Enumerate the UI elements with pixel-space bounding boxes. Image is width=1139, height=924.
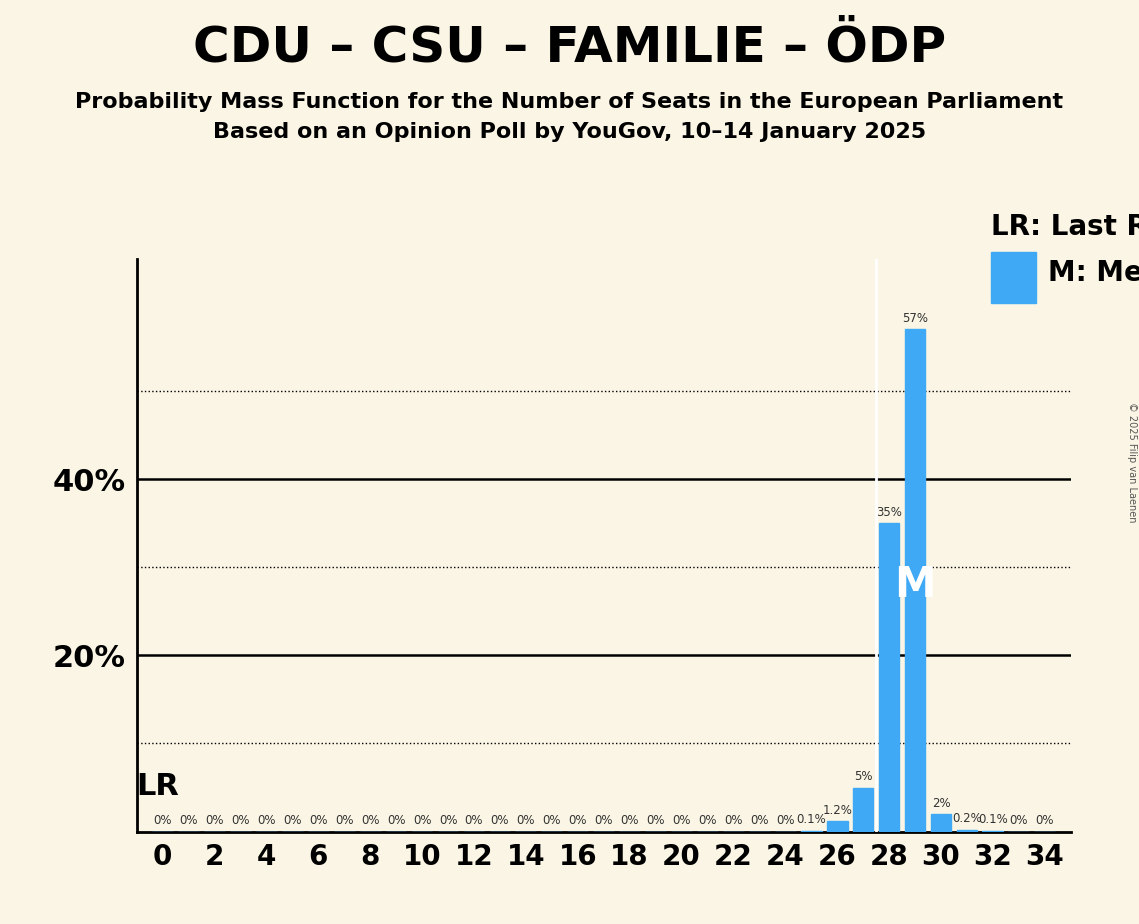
Text: 0%: 0% [387, 814, 405, 827]
Text: 0%: 0% [179, 814, 198, 827]
Text: Probability Mass Function for the Number of Seats in the European Parliament: Probability Mass Function for the Number… [75, 92, 1064, 113]
Text: 0%: 0% [465, 814, 483, 827]
Text: 0%: 0% [231, 814, 249, 827]
Text: 57%: 57% [902, 311, 928, 325]
Text: 0%: 0% [776, 814, 795, 827]
Text: 0%: 0% [205, 814, 223, 827]
Text: 0%: 0% [568, 814, 587, 827]
Bar [853, 787, 874, 832]
Text: 0%: 0% [621, 814, 639, 827]
Text: 0%: 0% [257, 814, 276, 827]
Text: 0.1%: 0.1% [796, 813, 826, 826]
Text: 0%: 0% [724, 814, 743, 827]
Text: 0%: 0% [646, 814, 665, 827]
Text: 0%: 0% [517, 814, 535, 827]
Text: © 2025 Filip van Laenen: © 2025 Filip van Laenen [1126, 402, 1137, 522]
Bar [931, 814, 951, 832]
Text: 0%: 0% [595, 814, 613, 827]
Text: 0%: 0% [542, 814, 562, 827]
Text: LR: Last Result: LR: Last Result [991, 213, 1139, 240]
Bar [904, 329, 925, 832]
Text: Based on an Opinion Poll by YouGov, 10–14 January 2025: Based on an Opinion Poll by YouGov, 10–1… [213, 122, 926, 142]
Bar [957, 830, 977, 832]
Text: 0%: 0% [698, 814, 716, 827]
Text: 5%: 5% [854, 770, 872, 784]
Bar [878, 523, 900, 832]
Text: 0%: 0% [412, 814, 432, 827]
Text: 0%: 0% [439, 814, 457, 827]
Text: M: Median: M: Median [1048, 259, 1139, 286]
Text: 0%: 0% [284, 814, 302, 827]
Text: 0%: 0% [751, 814, 769, 827]
Text: 0.2%: 0.2% [952, 812, 982, 825]
Text: 0%: 0% [1009, 814, 1029, 827]
Text: LR: LR [137, 772, 180, 801]
Text: 2%: 2% [932, 796, 950, 809]
Text: 0%: 0% [154, 814, 172, 827]
Text: 0%: 0% [309, 814, 328, 827]
Bar [827, 821, 847, 832]
Text: 0%: 0% [672, 814, 690, 827]
Text: 0%: 0% [335, 814, 353, 827]
Text: 0.1%: 0.1% [978, 813, 1008, 826]
Text: 0%: 0% [1035, 814, 1054, 827]
Text: CDU – CSU – FAMILIE – ÖDP: CDU – CSU – FAMILIE – ÖDP [192, 23, 947, 71]
Text: 0%: 0% [491, 814, 509, 827]
Text: 35%: 35% [876, 505, 902, 518]
Text: 0%: 0% [361, 814, 379, 827]
Text: 1.2%: 1.2% [822, 804, 852, 817]
Text: M: M [894, 564, 936, 606]
